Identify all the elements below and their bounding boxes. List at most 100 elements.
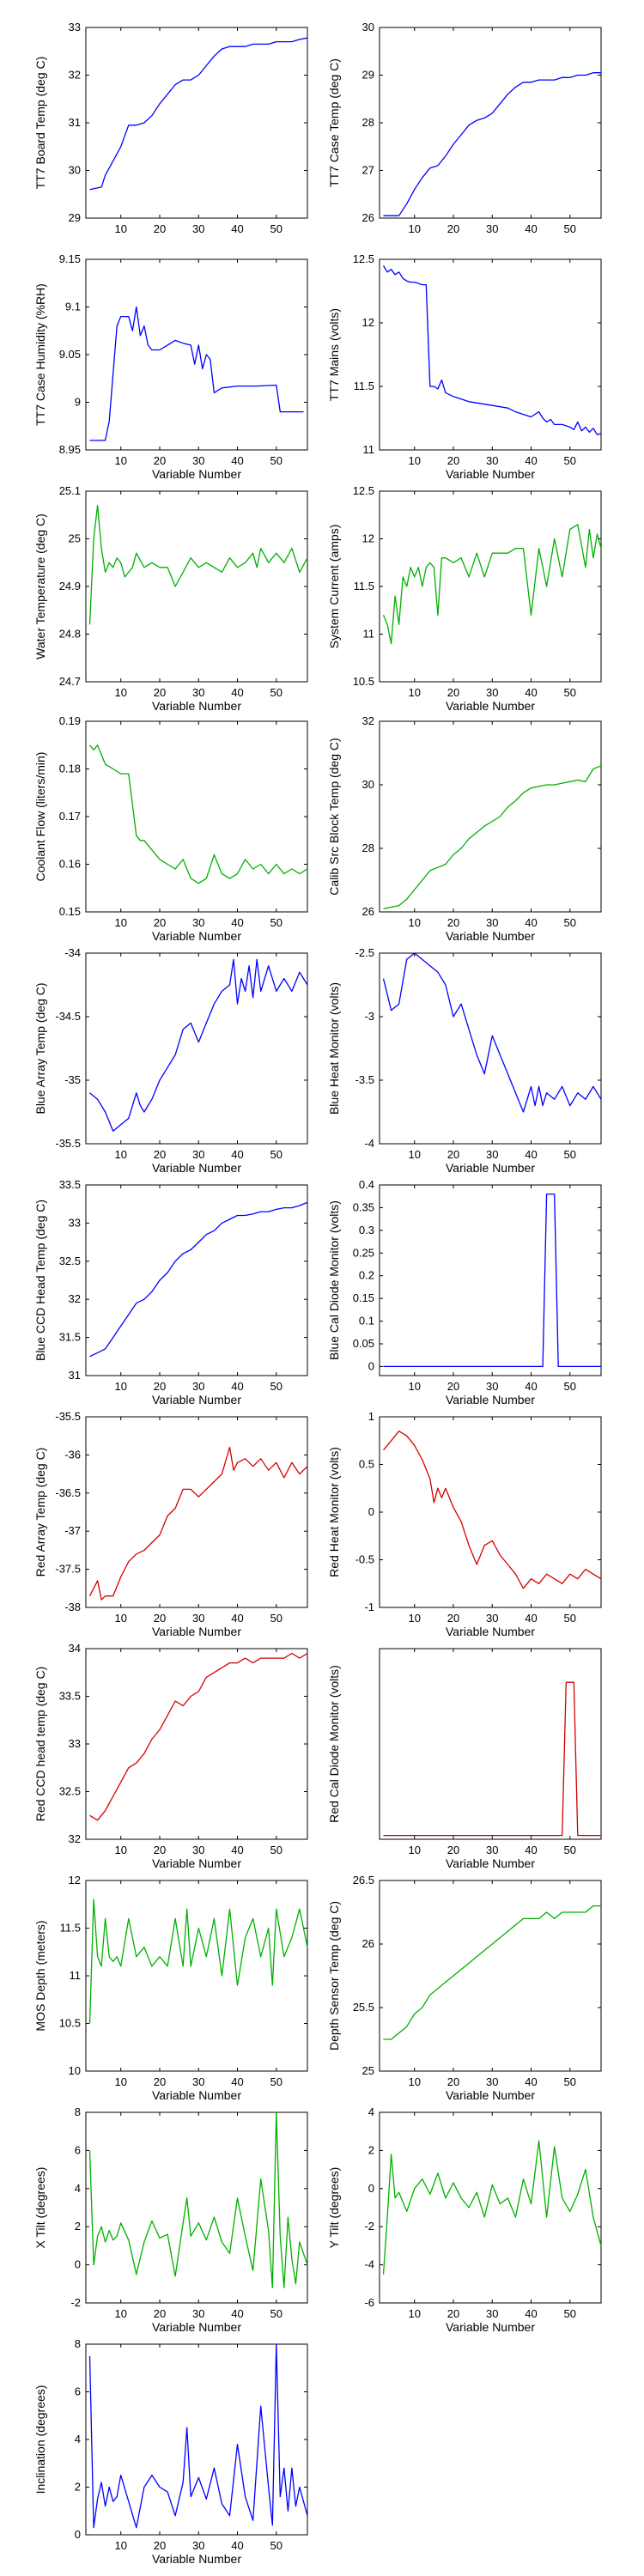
y-tick-label: 9 — [75, 396, 81, 409]
y-tick-label: 33 — [69, 1216, 81, 1229]
x-tick-label: 30 — [192, 1148, 204, 1161]
series-line — [88, 505, 308, 625]
series-line — [89, 1652, 308, 1821]
y-tick-label: 6 — [75, 2143, 81, 2156]
chart-panel: 10 20 30 40 50 Red Cal Diode Monitor (volts) V… — [327, 1648, 602, 1870]
x-tick-label: 50 — [564, 1612, 576, 1625]
series-line — [89, 958, 308, 1132]
y-tick-label: 11.5 — [60, 1922, 81, 1935]
y-tick-label: 25 — [69, 532, 81, 545]
x-axis-label: Variable Number — [152, 2088, 241, 2102]
x-tick-label: 30 — [486, 1844, 498, 1856]
x-tick-label: 10 — [115, 1612, 127, 1625]
x-tick-label: 20 — [447, 1844, 459, 1856]
x-tick-label: 40 — [525, 1380, 537, 1393]
y-tick-label: 8 — [75, 2337, 81, 2350]
plot-frame — [379, 1648, 602, 1840]
plot-frame — [85, 952, 308, 1145]
y-tick-label: 25 — [362, 2064, 374, 2077]
y-tick-label: 32 — [362, 714, 374, 727]
y-tick-label: -0.5 — [355, 1553, 374, 1566]
y-tick-label: 29 — [69, 211, 81, 224]
y-tick-label: -34 — [64, 946, 81, 959]
y-tick-label: 31 — [69, 1369, 81, 1382]
y-tick-label: 0.5 — [359, 1458, 374, 1471]
x-tick-label: 20 — [447, 916, 459, 929]
y-axis-label: Blue Array Temp (deg C) — [33, 982, 47, 1114]
chart-panel: 10 20 30 40 50 -38 -37.5 -37 -36.5 -36 -35.5 Red Ar… — [33, 1410, 308, 1638]
chart-panel: 10 20 30 40 50 32 32.5 33 33.5 34 Red CCD head tem… — [33, 1642, 308, 1870]
series-line — [89, 306, 304, 441]
y-tick-label: 32.5 — [59, 1255, 81, 1267]
plot-frame — [379, 1880, 602, 2072]
y-axis-label: TT7 Case Humidity (%RH) — [33, 283, 47, 426]
chart-panel: 10 20 30 40 50 -1 -0.5 0 0.5 1 Red Heat Monitor (v… — [327, 1410, 602, 1638]
x-tick-label: 10 — [409, 686, 421, 699]
x-tick-label: 20 — [447, 1148, 459, 1161]
x-tick-label: 10 — [409, 1380, 421, 1393]
x-axis-label: Variable Number — [152, 1393, 241, 1406]
y-tick-label: 24.8 — [59, 628, 81, 641]
y-tick-label: 26 — [362, 211, 374, 224]
x-tick-label: 20 — [447, 1612, 459, 1625]
x-tick-label: 50 — [270, 1380, 283, 1393]
y-tick-label: 11 — [70, 1969, 82, 1982]
y-tick-label: 32.5 — [59, 1785, 81, 1798]
x-tick-label: 30 — [192, 2075, 204, 2088]
y-tick-label: 34 — [69, 1642, 81, 1655]
series-line — [382, 265, 602, 435]
x-tick-label: 20 — [154, 916, 166, 929]
y-axis-label: MOS Depth (meters) — [33, 1920, 47, 2031]
y-tick-label: 32 — [69, 1292, 81, 1305]
series-line — [383, 765, 602, 909]
x-axis-label: Variable Number — [152, 467, 241, 481]
y-tick-label: 4 — [368, 2105, 374, 2118]
y-axis-label: TT7 Board Temp (deg C) — [33, 57, 47, 190]
x-tick-label: 40 — [525, 1148, 537, 1161]
x-tick-label: 30 — [486, 222, 498, 235]
chart-panel: 10 20 30 40 50 10 10.5 11 11.5 12 MOS Depth (meter… — [33, 1874, 308, 2102]
chart-panel: 10 20 30 40 50 8.95 9 9.05 9.1 9.15 TT7 Case Humid… — [33, 252, 308, 481]
x-tick-label: 40 — [525, 686, 537, 699]
plot-frame — [379, 720, 602, 913]
x-tick-label: 20 — [154, 686, 166, 699]
chart-panel: 10 20 30 40 50 0 0.05 0.1 0.15 0.2 0.25 0.3 0.35 0.4 B… — [327, 1178, 602, 1406]
x-tick-label: 40 — [525, 454, 537, 467]
chart-panel: 10 20 30 40 50 31 31.5 32 32.5 33 33.5 Blue CCD Hea… — [33, 1178, 308, 1406]
x-axis-label: Variable Number — [446, 467, 535, 481]
y-tick-label: 10 — [69, 2064, 81, 2077]
y-tick-label: 0.35 — [353, 1200, 374, 1213]
y-axis-label: Calib Src Block Temp (deg C) — [327, 738, 341, 895]
x-axis-label: Variable Number — [446, 699, 535, 713]
x-tick-label: 30 — [192, 1380, 204, 1393]
x-tick-label: 40 — [231, 916, 243, 929]
x-tick-label: 10 — [409, 916, 421, 929]
x-tick-label: 40 — [231, 1148, 243, 1161]
y-axis-label: Blue CCD Head Temp (deg C) — [33, 1200, 47, 1361]
x-tick-label: 30 — [192, 454, 204, 467]
x-tick-label: 10 — [409, 222, 421, 235]
chart-panel: 10 20 30 40 50 -2 0 2 4 6 8 X Tilt (degrees) Variabl… — [33, 2105, 308, 2334]
y-tick-label: 25.5 — [353, 2001, 374, 2014]
x-tick-label: 30 — [486, 1612, 498, 1625]
y-tick-label: 33 — [69, 1737, 81, 1750]
series-line — [88, 1899, 308, 2024]
x-tick-label: 40 — [231, 2307, 243, 2320]
x-tick-label: 10 — [115, 1148, 127, 1161]
x-tick-label: 10 — [409, 2075, 421, 2088]
x-tick-label: 20 — [154, 1844, 166, 1856]
y-tick-label: 30 — [362, 778, 374, 791]
x-tick-label: 50 — [564, 222, 576, 235]
x-tick-label: 50 — [270, 2539, 283, 2552]
x-tick-label: 50 — [564, 2075, 576, 2088]
x-tick-label: 50 — [270, 1612, 283, 1625]
y-tick-label: 11.5 — [354, 380, 374, 392]
chart-panel: 10 20 30 40 50 26 27 28 29 30 TT7 Case Temp (deg C… — [327, 21, 602, 235]
y-tick-label: 0.15 — [59, 905, 81, 918]
y-axis-label: Red Cal Diode Monitor (volts) — [327, 1665, 341, 1823]
x-tick-label: 20 — [447, 686, 459, 699]
y-axis-label: Coolant Flow (liters/min) — [33, 752, 47, 882]
x-tick-label: 50 — [564, 1844, 576, 1856]
x-axis-label: Variable Number — [152, 929, 241, 943]
